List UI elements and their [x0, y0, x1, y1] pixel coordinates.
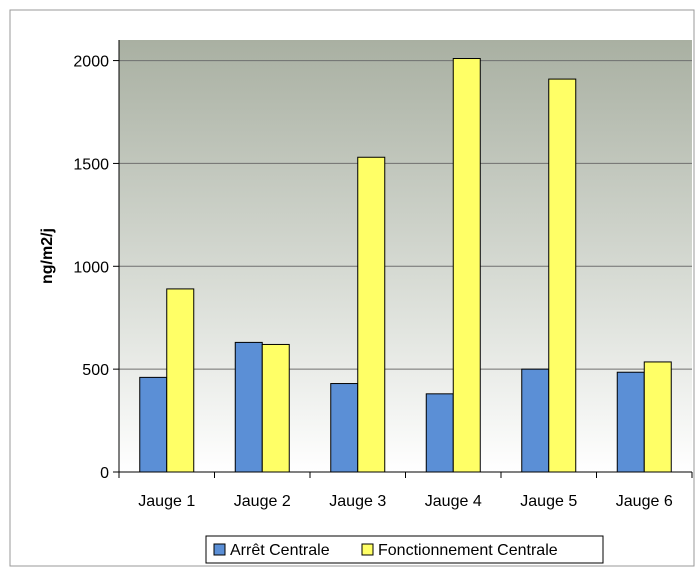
- x-tick-labels: Jauge 1 Jauge 2 Jauge 3 Jauge 4 Jauge 5 Jauge…: [118, 472, 693, 510]
- bar-fonctionnement-6: [643, 361, 672, 473]
- bar-arret-1: [139, 376, 168, 473]
- bar-fonctionnement-1: [166, 288, 195, 473]
- bars: [139, 58, 672, 473]
- y-tick-label: 2000: [73, 54, 109, 71]
- legend-box: [205, 535, 604, 564]
- plot-area: [119, 40, 692, 472]
- y-tick-label: 1500: [73, 156, 109, 173]
- bar-fonctionnement-5: [548, 78, 577, 473]
- legend-label-arret: Arrêt Centrale: [230, 542, 330, 559]
- y-tick-label: 1000: [73, 259, 109, 276]
- legend-swatch-arret: [213, 543, 226, 556]
- y-tick-label: 500: [82, 362, 109, 379]
- x-tick-label: Jauge 4: [425, 493, 482, 510]
- bar-arret-6: [616, 371, 645, 473]
- y-tick-label: 0: [100, 465, 109, 482]
- x-tick-label: Jauge 6: [616, 493, 673, 510]
- x-tick-label: Jauge 2: [234, 493, 291, 510]
- x-tick-label: Jauge 1: [138, 493, 195, 510]
- y-tick-labels: 0 500 1000 1500 2000: [73, 54, 119, 482]
- bar-fonctionnement-4: [452, 58, 481, 473]
- bar-arret-2: [234, 341, 263, 473]
- bar-arret-3: [330, 383, 359, 473]
- bar-arret-5: [521, 368, 550, 473]
- x-tick-label: Jauge 5: [520, 493, 577, 510]
- bar-arret-4: [425, 393, 454, 473]
- bar-fonctionnement-3: [357, 156, 386, 473]
- legend-swatch-fonctionnement: [361, 543, 374, 556]
- legend-label-fonctionnement: Fonctionnement Centrale: [378, 542, 558, 559]
- bar-fonctionnement-2: [261, 343, 290, 473]
- y-axis-label: ng/m2/j: [39, 228, 56, 284]
- legend: Arrêt Centrale Fonctionnement Centrale: [205, 535, 604, 564]
- x-tick-label: Jauge 3: [329, 493, 386, 510]
- gridlines: [119, 60, 692, 370]
